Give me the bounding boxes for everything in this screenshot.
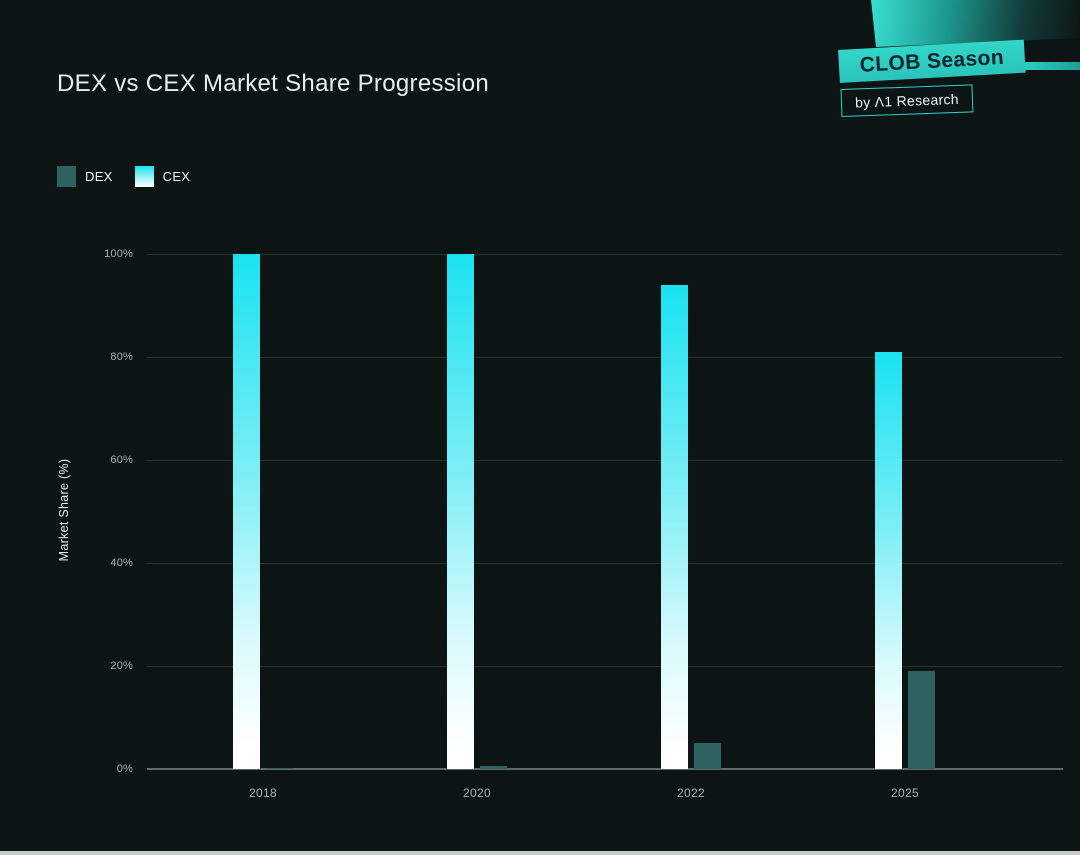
bar-dex-2020: [480, 766, 507, 769]
gridline-60: [147, 460, 1063, 461]
x-label-2020: 2020: [463, 786, 491, 800]
y-tick-100: 100%: [104, 248, 133, 260]
chart-legend: DEX CEX: [57, 166, 190, 187]
bar-dex-2022: [694, 743, 721, 769]
corner-gradient-band: [871, 0, 1080, 47]
bar-cex-2020: [447, 254, 474, 769]
x-label-2018: 2018: [249, 786, 277, 800]
legend-item-dex: DEX: [57, 166, 113, 187]
badge-tail-line: [1019, 62, 1080, 70]
gridline-100: [147, 254, 1063, 255]
y-axis-title: Market Share (%): [57, 458, 71, 562]
x-axis-line: [147, 768, 1063, 770]
clob-season-badge-label: CLOB Season: [859, 45, 1005, 77]
y-tick-0: 0%: [116, 763, 133, 775]
bar-dex-2018: [266, 768, 293, 769]
gridline-80: [147, 357, 1063, 358]
clob-season-badge: CLOB Season: [838, 39, 1026, 83]
bar-cex-2018: [233, 254, 260, 769]
byline-badge: by Λ1 Research: [840, 84, 974, 117]
bar-cex-2022: [661, 285, 688, 769]
gridline-20: [147, 666, 1063, 667]
y-tick-40: 40%: [110, 557, 133, 569]
bar-cex-2025: [875, 352, 902, 769]
legend-label-dex: DEX: [85, 169, 113, 184]
legend-item-cex: CEX: [134, 166, 191, 187]
x-label-2022: 2022: [677, 786, 705, 800]
gridline-40: [147, 563, 1063, 564]
y-tick-20: 20%: [110, 660, 133, 672]
legend-swatch-dex: [57, 166, 76, 187]
legend-label-cex: CEX: [162, 169, 191, 184]
y-tick-80: 80%: [110, 351, 133, 363]
byline-label: by Λ1 Research: [854, 90, 960, 111]
bottom-edge-strip: [0, 851, 1080, 855]
bar-dex-2025: [908, 671, 935, 769]
chart-title: DEX vs CEX Market Share Progression: [57, 70, 489, 97]
x-label-2025: 2025: [891, 786, 919, 800]
legend-swatch-cex: [134, 166, 154, 187]
y-tick-60: 60%: [110, 454, 133, 466]
